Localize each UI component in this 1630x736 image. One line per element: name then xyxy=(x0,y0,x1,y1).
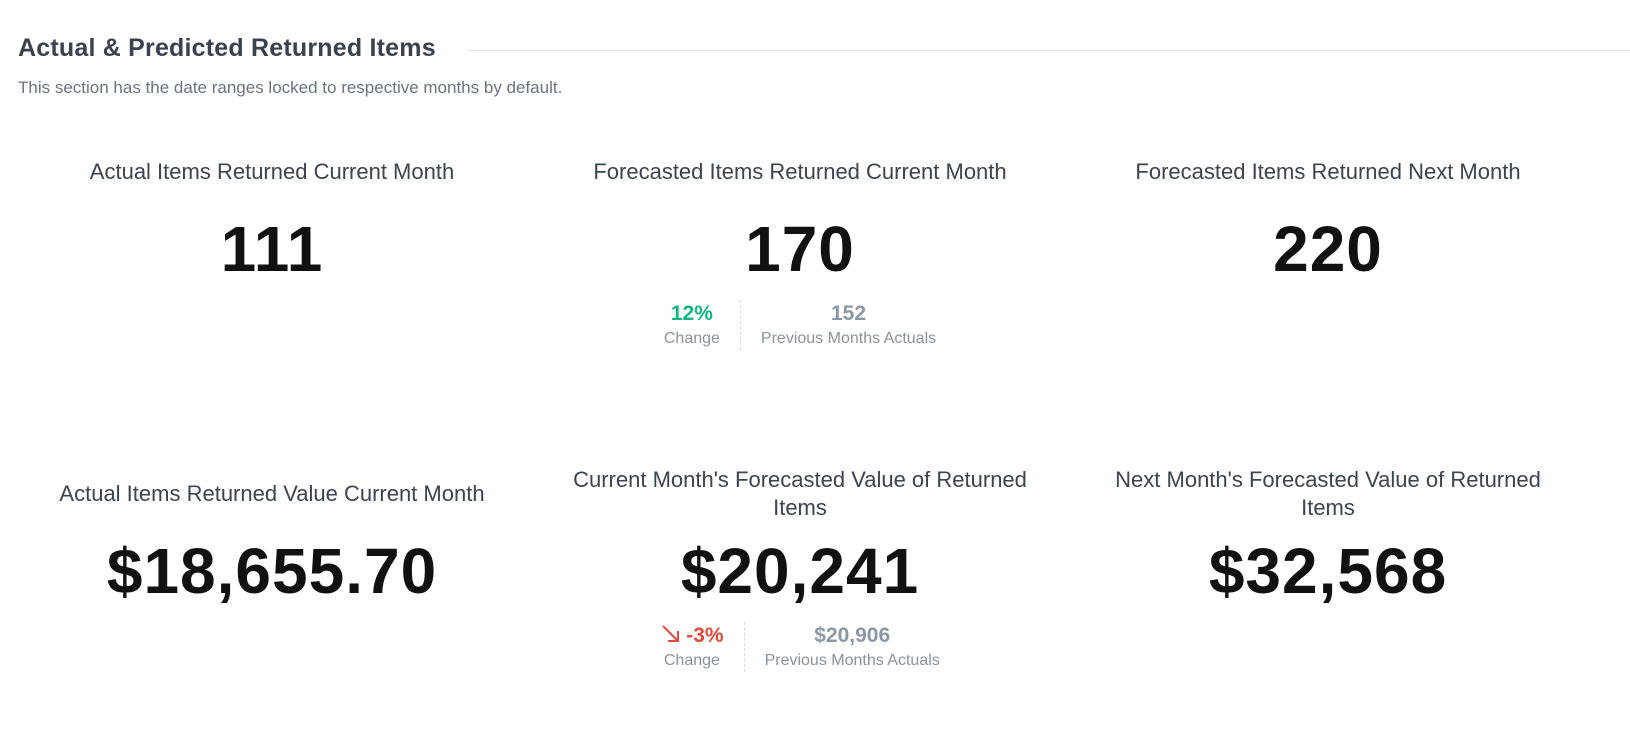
tile-title: Forecasted Items Returned Current Month xyxy=(593,159,1007,184)
previous-label: Previous Months Actuals xyxy=(760,330,937,347)
change-column: 12% Change xyxy=(644,300,740,350)
previous-column: $20,906 Previous Months Actuals xyxy=(743,622,960,672)
kpi-tile-forecast-value-current-month: Current Month's Forecasted Value of Retu… xyxy=(540,466,1060,672)
previous-value: 152 xyxy=(831,302,867,325)
tile-title: Actual Items Returned Current Month xyxy=(89,159,455,184)
tile-value: 170 xyxy=(745,213,855,285)
change-value: -3% xyxy=(686,624,724,647)
change-value-wrap: -3% xyxy=(660,622,724,650)
tile-title: Current Month's Forecasted Value of Retu… xyxy=(573,467,1027,520)
comparison-block: -3% Change $20,906 Previous Months Actua… xyxy=(540,622,1060,672)
section-title: Actual & Predicted Returned Items xyxy=(18,33,436,62)
tile-value: $20,241 xyxy=(680,535,920,607)
section-divider xyxy=(467,49,1630,51)
kpi-tile-forecast-items-current-month: Forecasted Items Returned Current Month … xyxy=(540,158,1060,350)
change-value: 12% xyxy=(670,302,713,325)
section-description: This section has the date ranges locked … xyxy=(18,78,563,97)
previous-column: 152 Previous Months Actuals xyxy=(739,300,956,350)
tile-title: Forecasted Items Returned Next Month xyxy=(1135,159,1521,184)
change-column: -3% Change xyxy=(640,622,743,672)
section-header: Actual & Predicted Returned Items xyxy=(18,30,1630,66)
tile-value: $18,655.70 xyxy=(106,535,438,607)
previous-label: Previous Months Actuals xyxy=(764,652,940,669)
comparison-block: 12% Change 152 Previous Months Actuals xyxy=(540,300,1060,350)
tile-value: $32,568 xyxy=(1208,535,1448,607)
tile-title: Actual Items Returned Value Current Mont… xyxy=(59,481,485,506)
kpi-tile-actual-value-current-month: Actual Items Returned Value Current Mont… xyxy=(12,480,532,608)
arrow-down-right-icon xyxy=(662,625,680,642)
change-label: Change xyxy=(663,652,720,669)
tile-title: Next Month's Forecasted Value of Returne… xyxy=(1115,467,1541,520)
change-label: Change xyxy=(663,330,720,347)
kpi-tile-actual-items-current-month: Actual Items Returned Current Month 111 xyxy=(12,158,532,286)
kpi-tile-forecast-items-next-month: Forecasted Items Returned Next Month 220 xyxy=(1068,158,1588,286)
tile-value: 111 xyxy=(220,213,324,285)
previous-value: $20,906 xyxy=(814,624,891,647)
kpi-tile-forecast-value-next-month: Next Month's Forecasted Value of Returne… xyxy=(1068,466,1588,608)
tile-value: 220 xyxy=(1273,213,1383,285)
